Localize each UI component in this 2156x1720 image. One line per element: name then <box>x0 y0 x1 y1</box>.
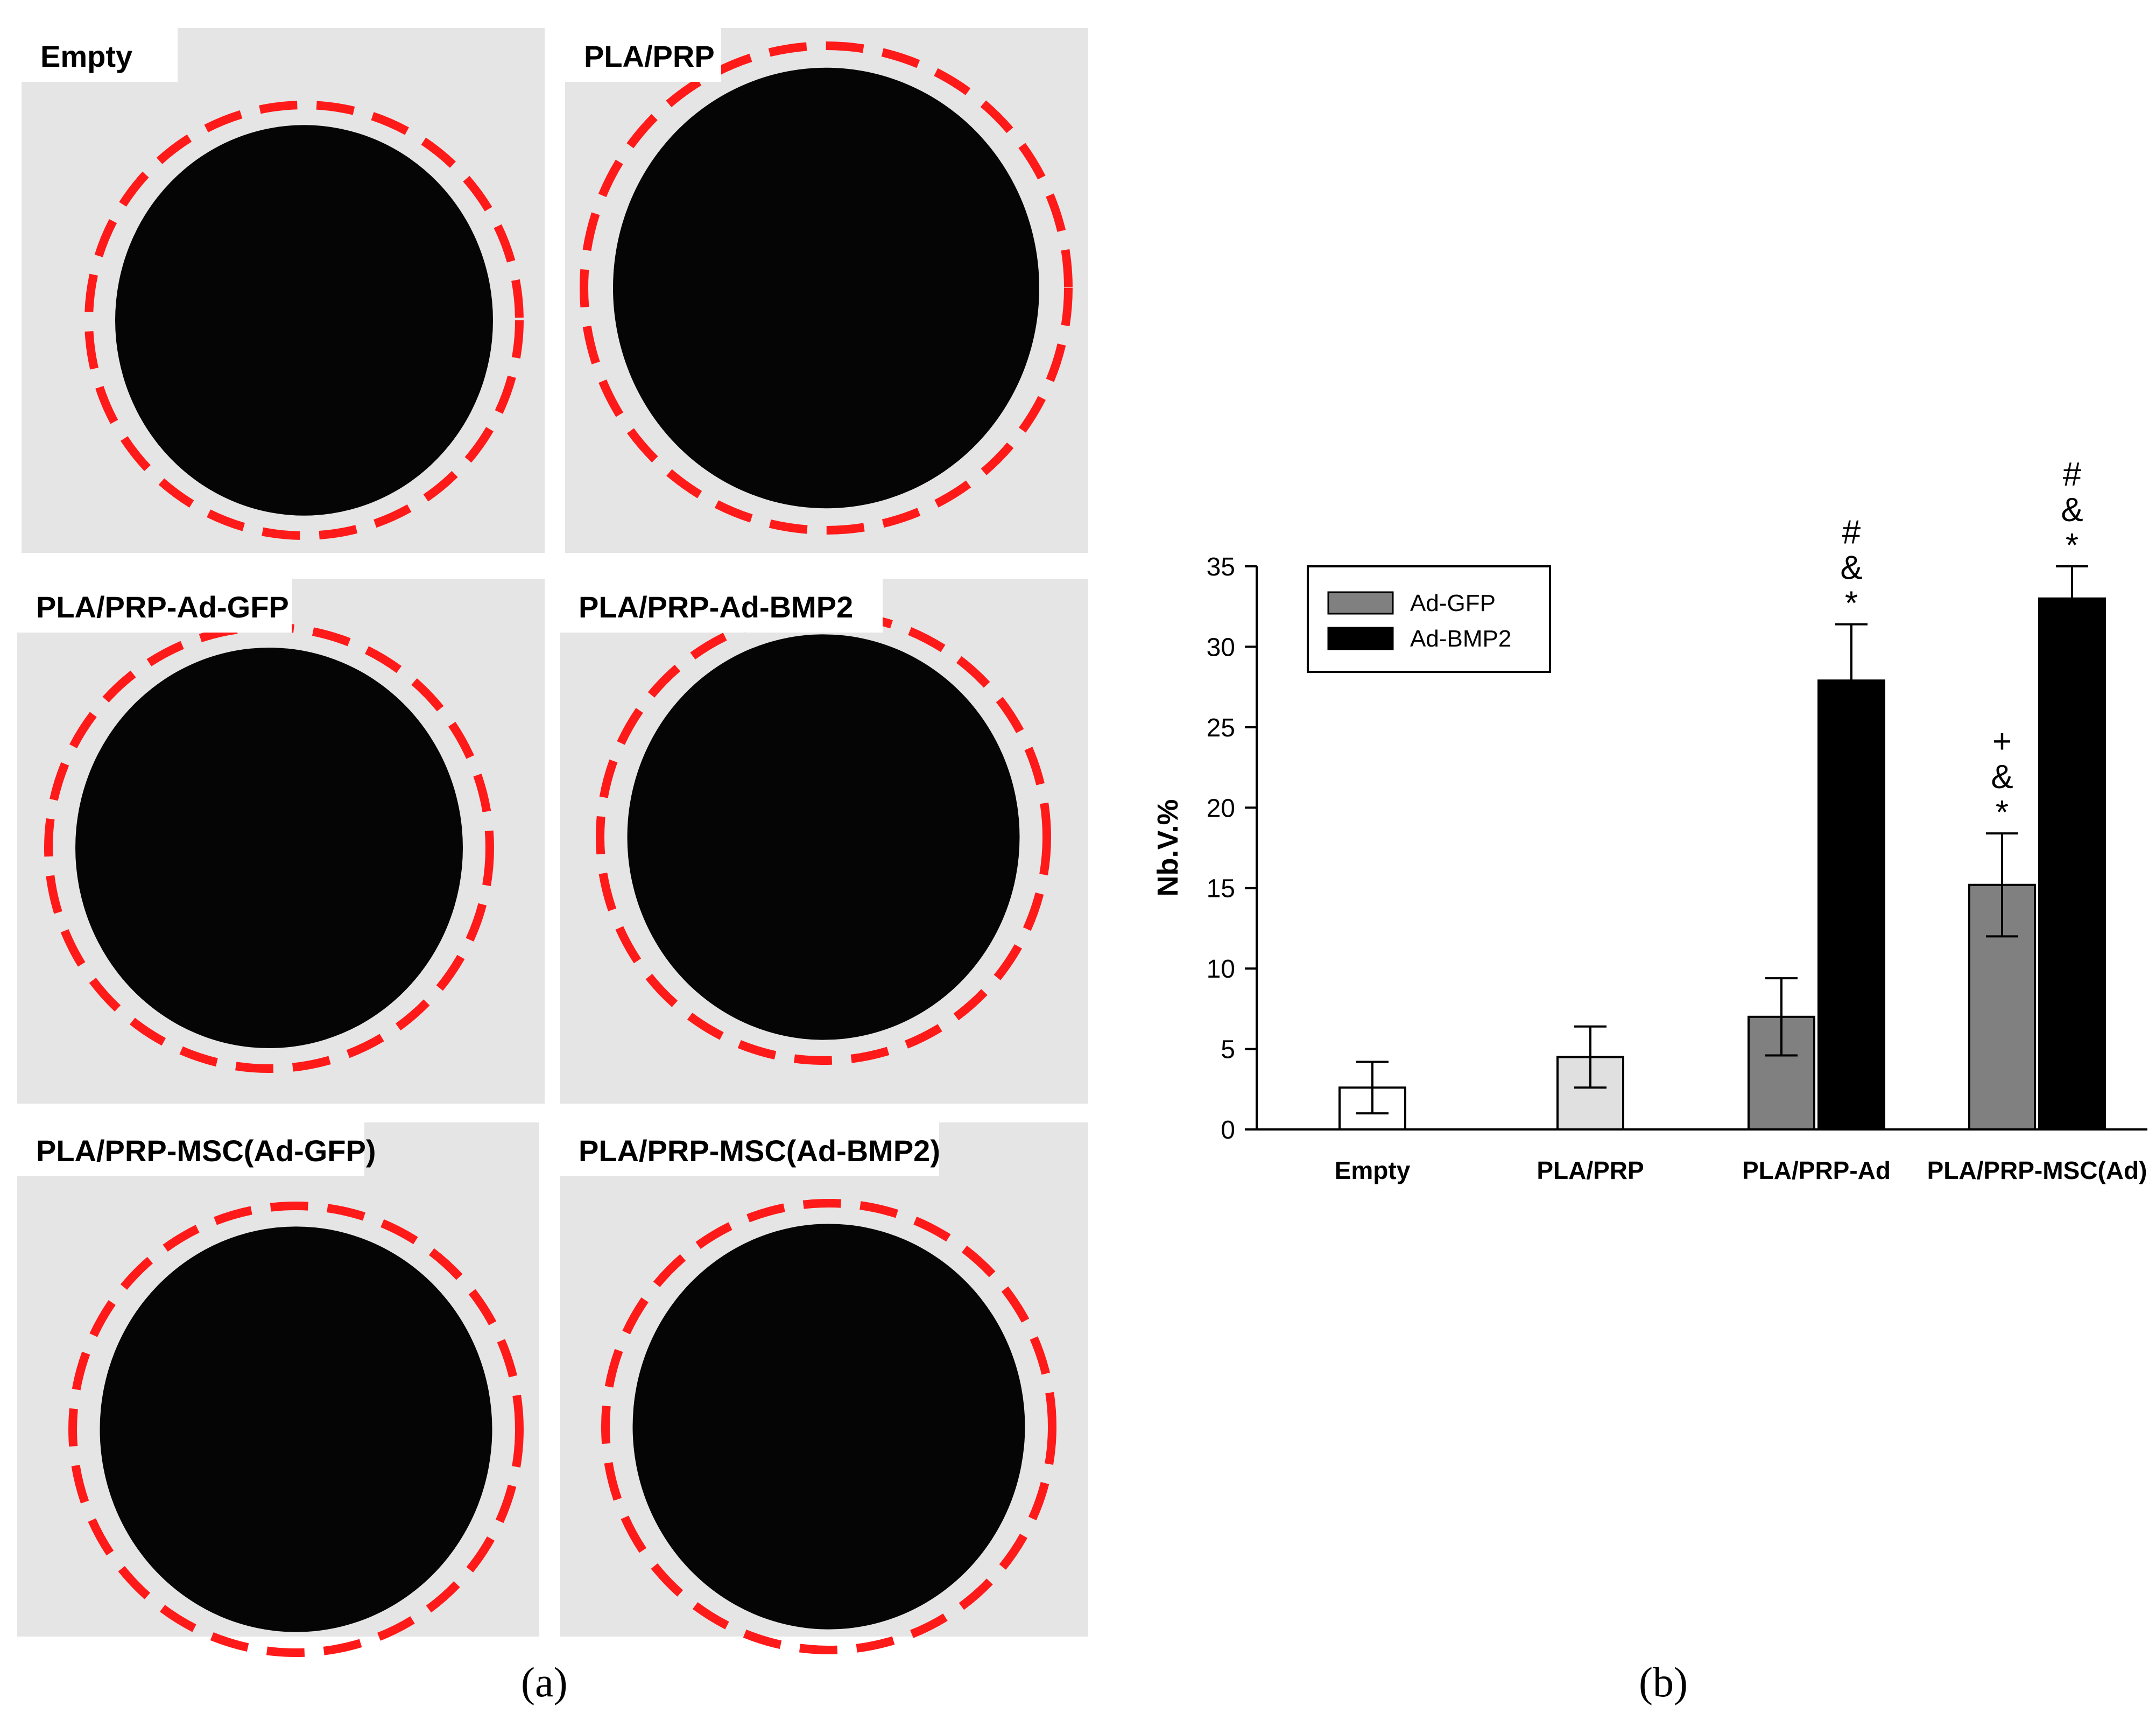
image-label: PLA/PRP <box>584 39 715 73</box>
image-label: PLA/PRP-Ad-BMP2 <box>579 590 853 624</box>
image-label-background <box>565 28 721 82</box>
image-label-background <box>560 1122 939 1176</box>
legend-box <box>1307 565 1551 673</box>
legend-swatch <box>1327 627 1394 650</box>
bar <box>2038 597 2106 1131</box>
nbv-bar-chart: 0 5 10 15 20 25 30 35 Nb.V.% Empty PLA/PRP PLA/PRP-… <box>1152 456 2147 1184</box>
legend-swatch <box>1327 591 1394 615</box>
significance-marker: * <box>2066 527 2079 564</box>
significance-marker: & <box>1991 759 2013 796</box>
ct-image-6: PLA/PRP-MSC(Ad-BMP2) <box>560 1122 1088 1654</box>
image-label-background <box>22 28 178 82</box>
defect-region <box>75 648 463 1048</box>
image-label-background <box>560 579 883 633</box>
ct-image-3: PLA/PRP-Ad-GFP <box>17 579 545 1104</box>
ct-image-4: PLA/PRP-Ad-BMP2 <box>560 579 1088 1104</box>
significance-marker: * <box>1845 585 1858 622</box>
significance-marker: & <box>2061 492 2083 529</box>
defect-region <box>627 634 1020 1040</box>
legend-label: Ad-GFP <box>1410 590 1496 616</box>
y-tick-label: 35 <box>1207 553 1235 581</box>
image-label-background <box>17 1122 364 1176</box>
legend-label: Ad-BMP2 <box>1410 626 1511 652</box>
defect-region <box>632 1224 1025 1630</box>
significance-marker: * <box>1996 794 2009 831</box>
defect-outline-circle <box>68 1202 524 1657</box>
y-tick-label: 5 <box>1221 1036 1235 1064</box>
ct-image-2: PLA/PRP <box>565 28 1088 553</box>
significance-marker: # <box>2063 456 2082 493</box>
image-label-background <box>17 579 292 633</box>
y-tick-label: 20 <box>1207 794 1235 823</box>
image-label: PLA/PRP-MSC(Ad-GFP) <box>36 1134 376 1168</box>
y-tick-label: 15 <box>1207 875 1235 903</box>
ct-image-1: Empty <box>22 28 545 553</box>
defect-outline-circle <box>601 1199 1056 1654</box>
bar <box>1817 679 1885 1131</box>
defect-region <box>613 67 1039 509</box>
panel-b-caption: (b) <box>1639 1659 1688 1705</box>
panel-a-image-grid: Empty PLA/PRP PLA/PRP-Ad-GFP PLA/PRP-Ad-BMP… <box>17 28 1088 1657</box>
defect-region <box>115 125 493 516</box>
significance-marker: # <box>1842 514 1861 551</box>
legend: Ad-GFP Ad-BMP2 <box>1307 565 1551 673</box>
y-axis-label: Nb.V.% <box>1152 799 1184 896</box>
defect-region <box>100 1226 492 1632</box>
y-tick-label: 0 <box>1221 1116 1235 1145</box>
panel-a-caption: (a) <box>521 1659 568 1705</box>
image-label: Empty <box>40 39 132 73</box>
y-tick-label: 10 <box>1207 955 1235 984</box>
image-label: PLA/PRP-Ad-GFP <box>36 590 289 624</box>
x-tick-label: PLA/PRP <box>1537 1156 1644 1184</box>
ct-image-5: PLA/PRP-MSC(Ad-GFP) <box>17 1122 539 1657</box>
defect-outline-circle <box>580 41 1073 535</box>
y-tick-label: 25 <box>1207 714 1235 742</box>
y-tick-label: 30 <box>1207 633 1235 662</box>
significance-marker: + <box>1992 723 2012 760</box>
x-tick-label: PLA/PRP-Ad <box>1742 1156 1891 1184</box>
image-label: PLA/PRP-MSC(Ad-BMP2) <box>579 1134 940 1168</box>
significance-marker: & <box>1840 550 1862 587</box>
defect-outline-circle <box>84 101 524 540</box>
x-tick-label: Empty <box>1335 1156 1411 1184</box>
x-tick-label: PLA/PRP-MSC(Ad) <box>1927 1156 2147 1184</box>
